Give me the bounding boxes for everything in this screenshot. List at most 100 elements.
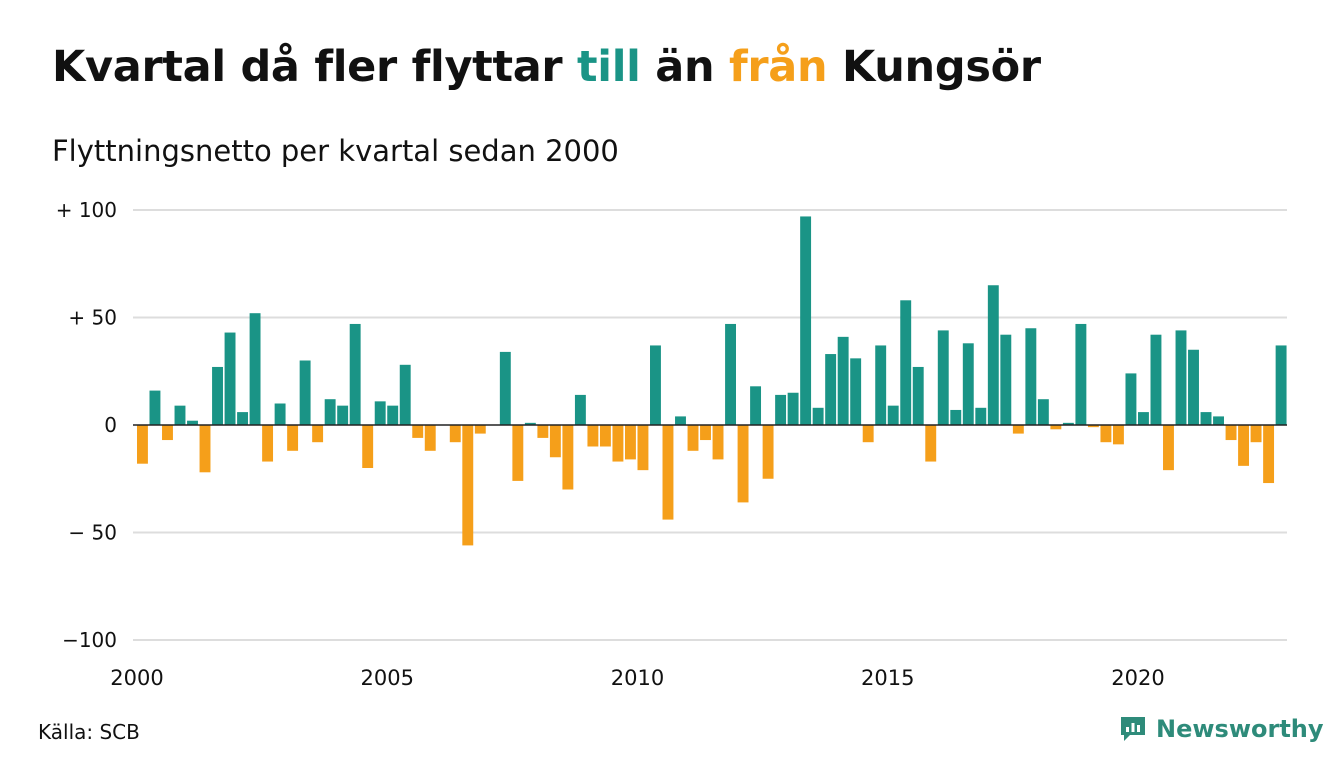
title-fran: från [728,42,828,92]
bar [412,425,424,438]
bar [362,425,374,468]
bar [449,425,461,443]
title-part-2: än [640,42,729,92]
x-tick-label: 2020 [1111,666,1164,690]
bar [1238,425,1250,466]
bar [925,425,937,462]
bar [1213,416,1224,425]
bar [650,345,661,425]
bar [1275,345,1287,425]
bar [512,425,524,481]
bar [424,425,436,451]
bar [687,425,699,451]
bar [387,405,399,425]
title-part-3: Kungsör [827,42,1041,92]
bar [1025,328,1037,425]
bar [787,392,799,425]
bar [224,332,236,425]
x-tick-label: 2015 [861,666,914,690]
bar [137,425,148,464]
bar [587,425,599,447]
bar [725,323,736,425]
chart-title: Kvartal då fler flyttar till än från Kun… [52,42,1041,92]
bar [237,412,249,425]
bar [249,313,261,425]
bar [762,425,774,479]
chart-subtitle: Flyttningsnetto per kvartal sedan 2000 [52,134,619,168]
bar [1037,399,1049,425]
bar [850,358,862,425]
bar [1263,425,1275,484]
bar [574,394,586,425]
bar [1087,425,1099,428]
bar [837,336,849,425]
bar [1075,323,1087,425]
bar [1188,349,1199,425]
bar [287,425,299,451]
bar [875,345,887,425]
bar [212,366,223,425]
bar [962,343,974,425]
bar [499,351,511,425]
x-tick-label: 2000 [110,666,163,690]
bar [987,285,999,425]
bar [349,323,361,425]
bar [187,420,198,425]
bar [1163,425,1174,471]
bar [1150,334,1162,425]
bar [199,425,211,473]
bar [149,390,161,425]
y-tick-label: + 50 [68,306,117,330]
bar [312,425,324,443]
y-tick-label: −100 [62,628,117,652]
bar [800,216,812,425]
bar [549,425,561,458]
bar [612,425,624,462]
bar [1000,334,1012,425]
bar [524,422,536,425]
x-tick-label: 2010 [611,666,664,690]
bar [637,425,649,471]
bar [1012,425,1024,434]
x-tick-label: 2005 [361,666,414,690]
bar [1175,330,1187,425]
bar [825,354,837,425]
brand-name: Newsworthy [1156,715,1324,743]
bar [337,405,349,425]
bar [162,425,173,441]
bar [975,407,987,425]
bar [812,407,824,425]
bar [1225,425,1237,441]
bar [324,399,336,425]
y-tick-label: − 50 [68,521,117,545]
bar [1250,425,1262,443]
y-tick-label: 0 [104,413,117,437]
grid-lines [133,209,1287,641]
bar [950,409,962,425]
bar [1050,425,1062,430]
bar-chart: + 100 + 50 0 − 50 −100 2000 2005 2010 2015 2020 [56,198,1287,690]
bar [1200,412,1212,425]
source-note: Källa: SCB [38,720,140,744]
bar [174,405,186,425]
bar [887,405,899,425]
bar [712,425,724,460]
bar [262,425,274,462]
bar [1100,425,1112,443]
bar [675,416,686,425]
bar [1112,425,1124,445]
bar [274,403,286,425]
bar [462,425,474,546]
bar [1062,422,1074,425]
bar [737,425,749,503]
bar [700,425,711,441]
bar [299,360,311,425]
bars [137,216,1287,546]
bar [900,300,912,425]
bar [537,425,549,438]
brand-logo: Newsworthy [1118,714,1324,744]
bar [750,386,762,425]
title-part-1: Kvartal då fler flyttar [52,42,577,92]
bar [1125,373,1137,425]
y-tick-label: + 100 [56,198,117,222]
